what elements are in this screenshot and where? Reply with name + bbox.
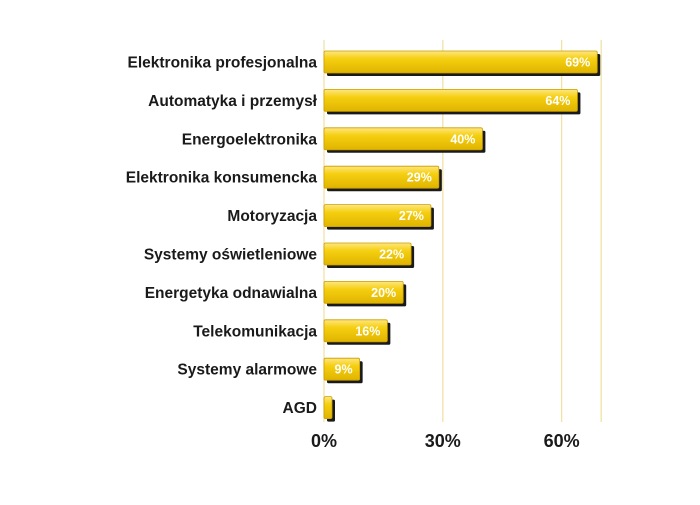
category-label: Energetyka odnawialna	[145, 285, 318, 302]
bar-value-label: 64%	[545, 94, 570, 108]
bar	[323, 127, 483, 151]
bar	[323, 242, 412, 266]
bar-value-label: 9%	[335, 363, 353, 377]
bar-group: 40%	[323, 127, 486, 153]
bars: 69% 64% 40% 29% 27% 22% 20% 16% 9%	[323, 50, 601, 422]
x-axis-ticks: 0% 30% 60%	[311, 431, 580, 451]
bar-group: 9%	[323, 357, 363, 384]
x-tick-label: 60%	[544, 431, 580, 451]
category-label: Systemy alarmowe	[177, 362, 317, 379]
x-tick-label: 0%	[311, 431, 337, 451]
bar-group: 69%	[323, 50, 601, 76]
category-label: Energoelektronika	[182, 131, 318, 148]
bar-group: 29%	[323, 165, 442, 192]
category-label: Motoryzacja	[227, 208, 317, 225]
bar-group: 22%	[323, 242, 415, 268]
bar-group: 16%	[323, 319, 391, 345]
bar	[323, 165, 440, 189]
bar	[323, 280, 404, 304]
bar	[323, 50, 598, 74]
bar	[323, 357, 361, 381]
category-label: AGD	[283, 400, 317, 417]
bar-value-label: 20%	[371, 286, 396, 300]
bar-group	[323, 396, 335, 422]
bar-group: 64%	[323, 89, 581, 115]
bar-value-label: 22%	[379, 248, 404, 262]
category-label: Automatyka i przemysł	[148, 93, 318, 110]
bar-group: 20%	[323, 280, 407, 307]
bar-value-label: 40%	[450, 132, 475, 146]
bar-value-label: 29%	[407, 171, 432, 185]
category-label: Telekomunikacja	[193, 323, 317, 340]
bar-value-label: 69%	[565, 56, 590, 70]
bar-value-label: 16%	[355, 324, 380, 338]
bar-value-label: 27%	[399, 209, 424, 223]
bar-group: 27%	[323, 204, 434, 230]
bar	[323, 396, 333, 420]
bar	[323, 319, 388, 343]
bar	[323, 89, 578, 112]
category-label: Elektronika profesjonalna	[128, 55, 318, 72]
category-label: Systemy oświetleniowe	[144, 247, 318, 264]
x-tick-label: 30%	[425, 431, 461, 451]
category-labels: Elektronika profesjonalna Automatyka i pr…	[126, 55, 318, 418]
bar	[323, 204, 432, 228]
category-label: Elektronika konsumencka	[126, 170, 318, 187]
